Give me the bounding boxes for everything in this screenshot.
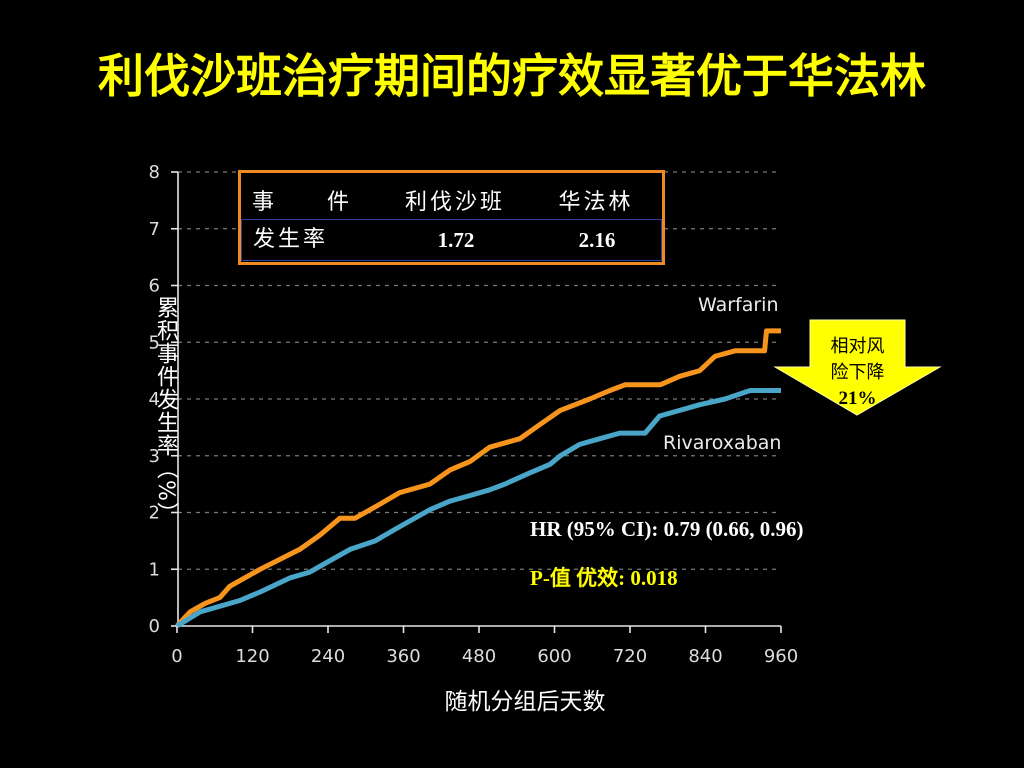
risk-reduction-text: 相对风 险下降 21% — [812, 334, 903, 412]
header-cell-event: 事 件 — [252, 190, 353, 215]
x-axis-label: 随机分组后天数 — [444, 689, 606, 715]
header-cell-rivaroxaban: 利伐沙班 — [404, 190, 505, 215]
x-tick-label: 600 — [537, 646, 571, 667]
rivaroxaban-rate-value: 1.72 — [437, 228, 475, 252]
series-lines — [175, 328, 781, 629]
axes: 0 1 2 3 4 5 6 7 8 0 120 240 360 480 600 720 840 960 — [149, 162, 799, 667]
y-tick-label: 8 — [149, 162, 160, 183]
series-label-warfarin: Warfarin — [698, 294, 779, 316]
warfarin-rate-value: 2.16 — [578, 228, 616, 252]
hazard-ratio-text: HR (95% CI): 0.79 (0.66, 0.96) — [530, 517, 804, 541]
header-cell-warfarin: 华法林 — [558, 190, 634, 215]
y-tick-label: 1 — [149, 559, 160, 580]
series-line-rivaroxaban — [175, 388, 781, 629]
y-tick-label: 4 — [149, 389, 160, 410]
x-tick-label: 240 — [311, 646, 345, 667]
x-tick-label: 720 — [613, 646, 647, 667]
risk-reduction-line-2: 险下降 — [830, 362, 885, 383]
y-tick-label: 5 — [149, 332, 160, 353]
y-tick-label: 2 — [149, 503, 160, 524]
slide-title: 利伐沙班治疗期间的疗效显著优于华法林 — [98, 49, 926, 103]
series-label-rivaroxaban: Rivaroxaban — [663, 432, 782, 454]
event-rate-table: 事 件 利伐沙班 华法林 发生率 1.72 2.16 — [238, 170, 665, 265]
x-tick-label: 120 — [235, 646, 269, 667]
y-tick-label: 7 — [149, 219, 160, 240]
p-value-text: P-值 优效: 0.018 — [530, 566, 678, 590]
y-tick-label: 0 — [149, 616, 160, 637]
risk-reduction-arrow — [773, 319, 942, 416]
x-tick-label: 360 — [386, 646, 420, 667]
x-tick-label: 0 — [171, 646, 182, 667]
x-tick-label: 960 — [764, 646, 798, 667]
series-line-warfarin — [175, 328, 781, 628]
row-label-event-rate: 发生率 — [253, 227, 329, 252]
x-tick-label: 480 — [462, 646, 496, 667]
risk-reduction-line-1: 相对风 — [830, 336, 885, 357]
table-row: 发生率 1.72 2.16 — [241, 219, 662, 261]
x-tick-label: 840 — [688, 646, 722, 667]
table-header-row: 事 件 利伐沙班 华法林 — [241, 189, 662, 217]
risk-reduction-percent: 21% — [838, 388, 877, 409]
y-tick-label: 6 — [149, 276, 160, 297]
y-tick-label: 3 — [149, 446, 160, 467]
y-axis-label: 累积事件发生率（%） — [153, 296, 178, 525]
